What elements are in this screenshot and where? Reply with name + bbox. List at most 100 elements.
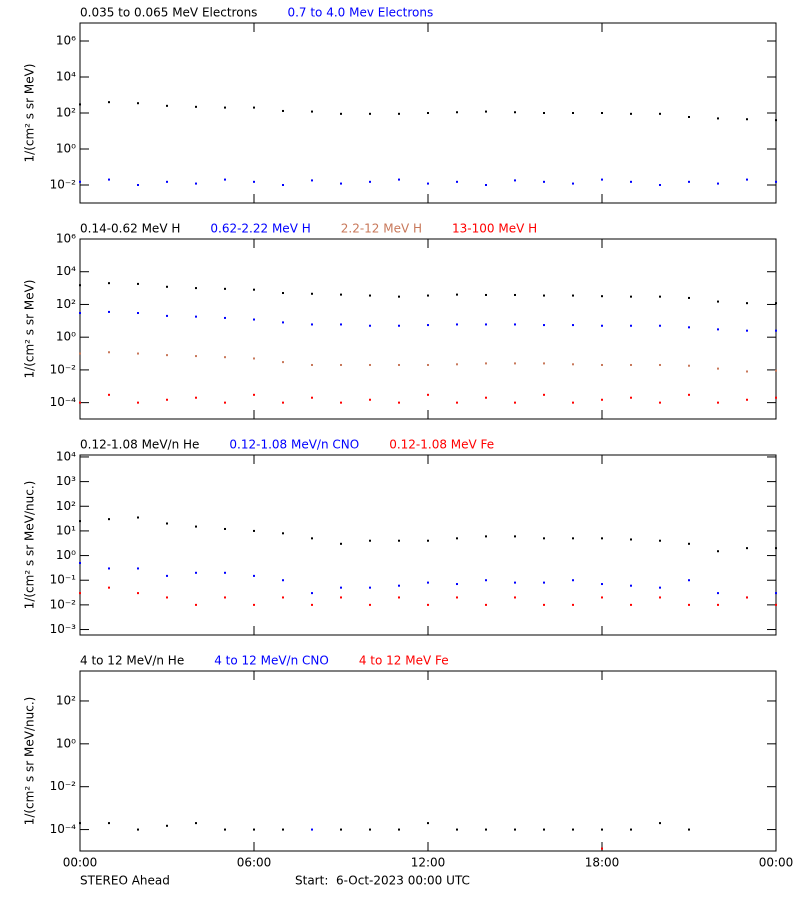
data-point [166, 824, 168, 827]
data-point [79, 352, 81, 355]
data-point [746, 398, 748, 401]
data-point [369, 603, 371, 606]
data-point [311, 323, 313, 326]
data-point [224, 401, 226, 404]
data-point [688, 828, 690, 831]
data-point [456, 537, 458, 540]
data-point [108, 567, 110, 570]
y-tick-label: 10² [56, 499, 76, 513]
legend-entry: 0.14-0.62 MeV H [80, 222, 180, 236]
data-point [572, 401, 574, 404]
data-point [514, 179, 516, 182]
data-point [485, 396, 487, 399]
data-point [775, 329, 777, 332]
data-point [108, 822, 110, 825]
data-point [601, 295, 603, 298]
data-point [311, 396, 313, 399]
data-point [456, 828, 458, 831]
legend-entry: 4 to 12 MeV/n CNO [214, 654, 329, 668]
y-tick-label: 10⁴ [56, 264, 76, 278]
data-point [514, 581, 516, 584]
data-point [659, 184, 661, 186]
data-point [369, 586, 371, 589]
data-point [369, 294, 371, 297]
data-point [543, 294, 545, 297]
data-point [688, 296, 690, 299]
data-point [369, 539, 371, 542]
data-point [340, 542, 342, 545]
data-point [572, 579, 574, 582]
data-point [659, 586, 661, 589]
data-point [659, 324, 661, 327]
data-point [108, 101, 110, 104]
data-point [746, 118, 748, 121]
data-point [282, 184, 284, 186]
data-point [340, 182, 342, 185]
data-point [659, 363, 661, 366]
data-point [688, 393, 690, 396]
data-point [224, 178, 226, 181]
data-point [485, 579, 487, 582]
data-point [775, 302, 777, 305]
data-point [195, 287, 197, 290]
legend-entry: 0.12-1.08 MeV Fe [389, 438, 494, 452]
data-point [514, 111, 516, 114]
data-point [485, 110, 487, 113]
y-tick-label: 10⁻¹ [50, 573, 77, 587]
data-point [311, 603, 313, 606]
data-point [601, 112, 603, 114]
y-tick-label: 10⁻² [50, 597, 77, 611]
data-point [79, 592, 81, 595]
data-point [427, 581, 429, 584]
legend-entry: 13-100 MeV H [452, 222, 537, 236]
data-point [282, 292, 284, 295]
data-point [253, 393, 255, 396]
data-point [601, 583, 603, 586]
data-point [427, 539, 429, 542]
data-point [427, 112, 429, 114]
legend-entry: 0.12-1.08 MeV/n He [80, 438, 199, 452]
data-point [282, 321, 284, 324]
data-point [543, 603, 545, 606]
data-point [79, 312, 81, 315]
plot-frame [79, 454, 777, 636]
y-tick-label: 10² [56, 693, 76, 707]
data-point [398, 295, 400, 298]
data-point [195, 396, 197, 399]
data-point [630, 538, 632, 541]
data-point [340, 323, 342, 326]
data-point [427, 363, 429, 366]
data-point [572, 294, 574, 297]
data-point [543, 537, 545, 540]
data-point [427, 393, 429, 396]
data-point [137, 102, 139, 105]
data-point [340, 401, 342, 404]
plot-frame [79, 238, 777, 420]
data-point [398, 401, 400, 404]
y-tick-label: 10¹ [56, 523, 76, 537]
data-point [688, 180, 690, 183]
data-point [775, 547, 777, 550]
data-point [427, 182, 429, 185]
data-point [688, 579, 690, 582]
data-point [514, 362, 516, 365]
data-point [195, 822, 197, 825]
data-point [224, 828, 226, 831]
data-point [253, 828, 255, 831]
data-point [79, 822, 81, 825]
data-point [79, 401, 81, 404]
data-point [659, 596, 661, 599]
data-point [195, 105, 197, 108]
x-tick-label: 18:00 [585, 856, 620, 870]
data-point [79, 520, 81, 523]
data-point [369, 180, 371, 183]
data-point [311, 592, 313, 595]
data-point [398, 596, 400, 599]
data-point [166, 314, 168, 317]
data-point [195, 315, 197, 318]
data-point [543, 362, 545, 365]
data-point [717, 117, 719, 120]
data-point [514, 293, 516, 296]
data-point [224, 106, 226, 109]
data-point [485, 293, 487, 296]
